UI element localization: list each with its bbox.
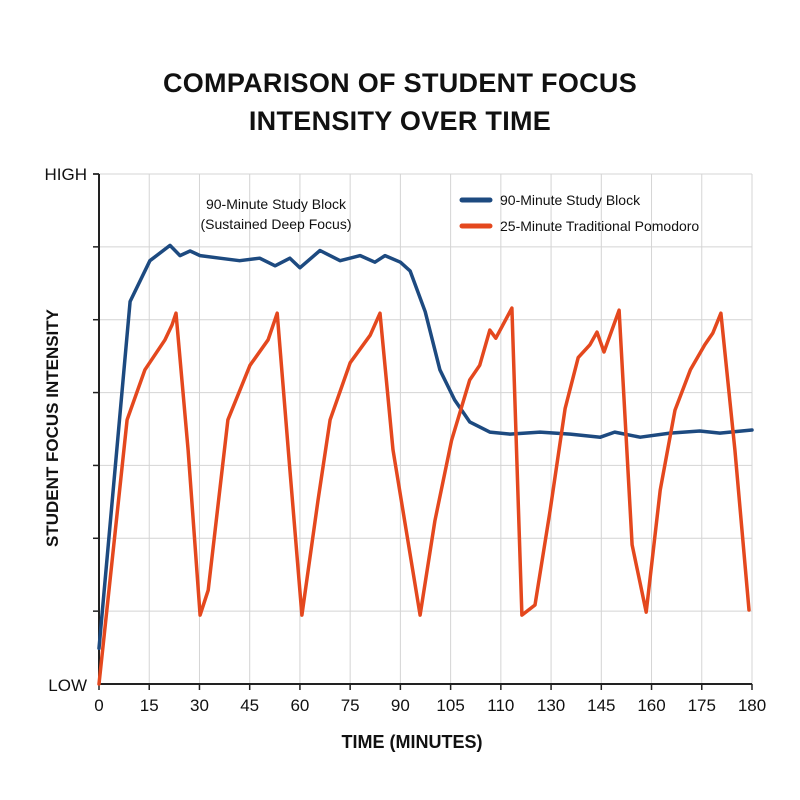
x-tick-label: 75	[341, 696, 360, 715]
annotation-line-1: 90-Minute Study Block	[206, 196, 347, 212]
legend-label: 25-Minute Traditional Pomodoro	[500, 218, 699, 234]
x-tick-label: 110	[487, 696, 514, 715]
x-tick-label: 160	[637, 696, 665, 715]
x-tick-label: 105	[436, 696, 464, 715]
chart-title-line-1: COMPARISON OF STUDENT FOCUS	[162, 68, 638, 98]
x-tick-label: 0	[94, 696, 103, 715]
chart-title-line-2: INTENSITY OVER TIME	[248, 106, 552, 136]
x-tick-label: 180	[738, 696, 766, 715]
y-tick-label-low: LOW	[48, 676, 87, 695]
x-tick-label: 130	[537, 696, 565, 715]
x-tick-label: 45	[240, 696, 259, 715]
legend-label: 90-Minute Study Block	[500, 192, 641, 208]
x-tick-label: 90	[391, 696, 410, 715]
x-tick-label: 145	[587, 696, 615, 715]
chart-title: COMPARISON OF STUDENT FOCUS INTENSITY OV…	[0, 64, 800, 140]
x-tick-label: 30	[190, 696, 209, 715]
series-line-pomodoro	[97, 306, 751, 686]
y-tick-label-high: HIGH	[45, 165, 88, 184]
x-tick-label: 15	[140, 696, 159, 715]
annotation-line-2: (Sustained Deep Focus)	[201, 216, 352, 232]
x-tick-label: 60	[290, 696, 309, 715]
x-axis-title: TIME (MINUTES)	[342, 732, 483, 752]
x-tick-label: 175	[688, 696, 716, 715]
y-axis-title: STUDENT FOCUS INTENSITY	[43, 308, 62, 547]
